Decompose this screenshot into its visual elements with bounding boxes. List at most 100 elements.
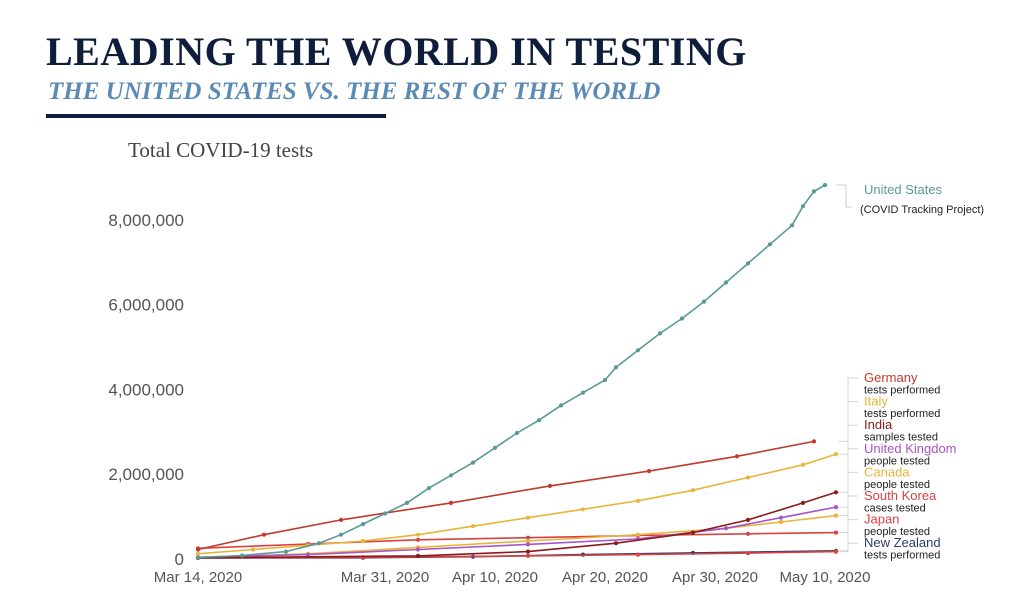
data-point [602,377,608,383]
data-point [525,542,531,547]
legend-note: samples tested [864,432,938,444]
legend-label: South Korea [864,488,937,503]
data-point [448,500,454,505]
data-point [646,469,652,474]
x-axis: Mar 14, 2020 Mar 31, 2020 Apr 10, 2020 Apr … [154,569,871,586]
data-point [250,547,256,552]
data-point [767,242,773,247]
x-tick-label: Apr 10, 2020 [452,569,538,586]
series-united-states [195,182,828,560]
data-point [195,547,201,552]
series-line [197,550,837,559]
x-tick-label: Apr 20, 2020 [562,569,648,586]
data-point [690,530,696,535]
legend-label: Germany [864,370,918,385]
y-tick-label: 0 [175,550,184,569]
y-tick-label: 6,000,000 [108,296,184,315]
data-point [470,524,476,529]
data-point [360,522,366,527]
data-point [679,316,685,321]
data-point [745,531,751,536]
data-point [448,473,454,478]
legend: United States (COVID Tracking Project) Ger… [836,182,984,562]
data-point [833,530,839,535]
data-point [800,500,806,505]
data-point [525,515,531,520]
legend-connector [838,542,858,552]
data-point [657,331,663,336]
data-point [613,365,619,370]
data-point [525,538,531,544]
data-point [239,553,245,558]
data-point [404,500,410,505]
data-point [415,547,421,552]
x-tick-label: Mar 14, 2020 [154,569,242,586]
data-point [822,182,828,188]
legend-label: New Zealand [864,535,941,550]
legend-connector [838,471,858,517]
chart-title: Total COVID-19 tests [128,138,314,162]
data-point [195,551,201,556]
page-subtitle: THE UNITED STATES VS. THE REST OF THE WO… [48,78,661,105]
series-germany [195,439,817,552]
data-point [558,403,564,408]
data-point [382,511,388,516]
y-tick-label: 2,000,000 [108,465,184,484]
title-underline [46,114,386,118]
data-point [360,538,366,544]
data-point [536,418,542,423]
legend-label: Italy [864,394,888,409]
series-line [197,506,837,558]
y-tick-label: 4,000,000 [108,380,184,399]
data-point [778,515,784,520]
y-axis: 0 2,000,000 4,000,000 6,000,000 8,000,000 [108,211,184,569]
data-point [635,532,641,537]
series-italy [195,452,839,556]
data-point [283,549,289,554]
legend-note: people tested [864,526,930,538]
legend-note: people tested [864,455,930,467]
data-point [525,535,531,540]
legend-label: United Kingdom [864,441,957,456]
data-point [833,505,839,510]
data-point [305,552,311,557]
data-point [580,390,586,395]
data-point [415,532,421,537]
data-point [613,541,619,546]
series-line [197,184,826,559]
x-tick-label: May 10, 2020 [780,569,871,586]
series-lines [195,182,839,561]
data-point [415,553,421,559]
series-united-kingdom [195,505,839,560]
legend-label: Japan [864,512,899,527]
legend-label: India [864,417,893,432]
data-point [470,460,476,465]
data-point [778,519,784,525]
data-point [800,462,806,467]
legend-label: United States [864,182,943,197]
data-point [525,549,531,554]
data-point [635,498,641,503]
data-point [833,513,839,518]
legend-note: people tested [864,479,930,491]
data-point [701,299,707,304]
legend-label: Canada [864,464,910,479]
data-point [547,483,553,488]
legend-connector [838,519,858,553]
data-point [833,452,839,457]
data-point [338,532,344,537]
legend-note: tests performed [864,408,940,420]
legend-note: cases tested [864,503,926,515]
data-point [492,445,498,450]
data-point [261,532,267,537]
data-point [514,430,520,436]
data-point [426,486,432,491]
y-tick-label: 8,000,000 [108,211,184,230]
data-point [723,280,729,285]
legend-note: tests performed [864,550,940,562]
data-point [415,537,421,542]
legend-connector [838,495,858,534]
series-south-korea [195,530,839,551]
series-line [197,514,837,559]
